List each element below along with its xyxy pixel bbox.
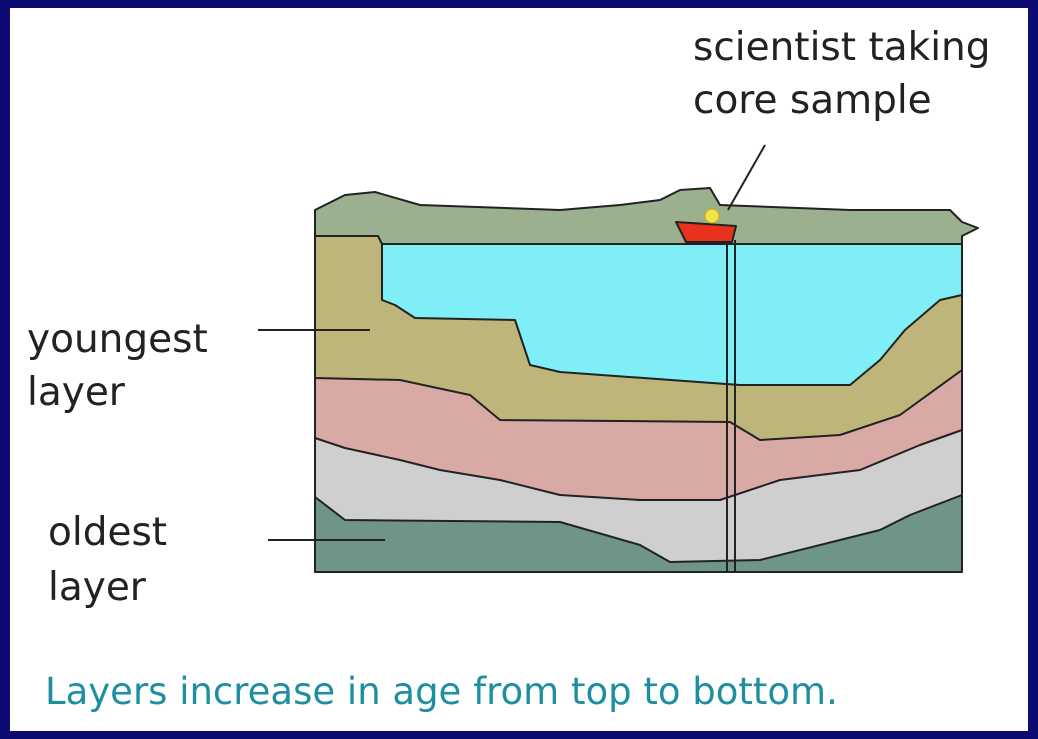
- annotation: scientist taking: [693, 25, 991, 70]
- annotation: layer: [48, 565, 147, 610]
- caption: Layers increase in age from top to botto…: [45, 670, 838, 713]
- annotation: core sample: [693, 78, 932, 123]
- surface-layer: [314, 187, 979, 245]
- water: [381, 243, 963, 386]
- annotation: layer: [27, 370, 126, 415]
- annotation: youngest: [27, 317, 208, 362]
- boat: [675, 221, 737, 243]
- pointer-line: [727, 144, 766, 211]
- cross-section: [258, 144, 979, 573]
- annotation: oldest: [48, 510, 167, 555]
- scientist: [704, 208, 720, 224]
